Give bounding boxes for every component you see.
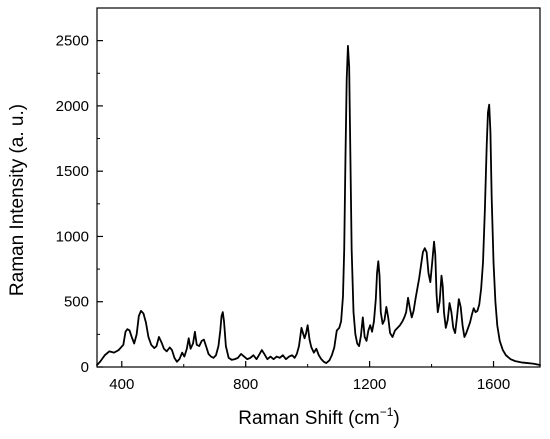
y-tick-label: 500 [64, 294, 89, 311]
x-tick-label: 1600 [477, 376, 510, 393]
y-tick-label: 1000 [56, 228, 89, 245]
y-axis-title: Raman Intensity (a. u.) [7, 104, 28, 296]
x-tick-label: 1200 [353, 376, 386, 393]
x-axis: 400 800 1200 1600 [109, 361, 510, 393]
y-axis: 0 500 1000 1500 2000 2500 [56, 33, 103, 376]
plot-area [96, 7, 541, 368]
series-layer [96, 44, 541, 366]
y-tick-label: 1500 [56, 163, 89, 180]
x-tick-label: 800 [233, 376, 258, 393]
y-tick-label: 2500 [56, 33, 89, 50]
x-tick-label: 400 [109, 376, 134, 393]
y-tick-label: 0 [81, 359, 89, 376]
y-tick-label: 2000 [56, 98, 89, 115]
spectrum-line [96, 44, 541, 366]
plot-frame [96, 7, 541, 368]
x-axis-title: Raman Shift (cm−1) [238, 405, 400, 429]
